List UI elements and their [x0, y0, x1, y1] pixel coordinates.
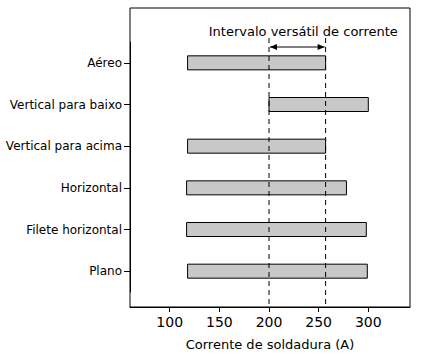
svg-text:Vertical para baixo: Vertical para baixo [10, 98, 122, 112]
svg-text:100: 100 [156, 314, 183, 330]
svg-text:Corrente de soldadura (A): Corrente de soldadura (A) [186, 337, 355, 352]
svg-text:Intervalo versátil de corrente: Intervalo versátil de corrente [209, 24, 398, 39]
svg-text:150: 150 [206, 314, 233, 330]
svg-text:Plano: Plano [89, 264, 122, 278]
svg-text:Horizontal: Horizontal [61, 181, 122, 195]
svg-text:Filete horizontal: Filete horizontal [26, 223, 122, 237]
svg-text:300: 300 [355, 314, 382, 330]
svg-text:Aéreo: Aéreo [87, 56, 122, 70]
svg-text:250: 250 [305, 314, 332, 330]
svg-text:Vertical para acima: Vertical para acima [6, 139, 122, 153]
svg-text:200: 200 [256, 314, 283, 330]
